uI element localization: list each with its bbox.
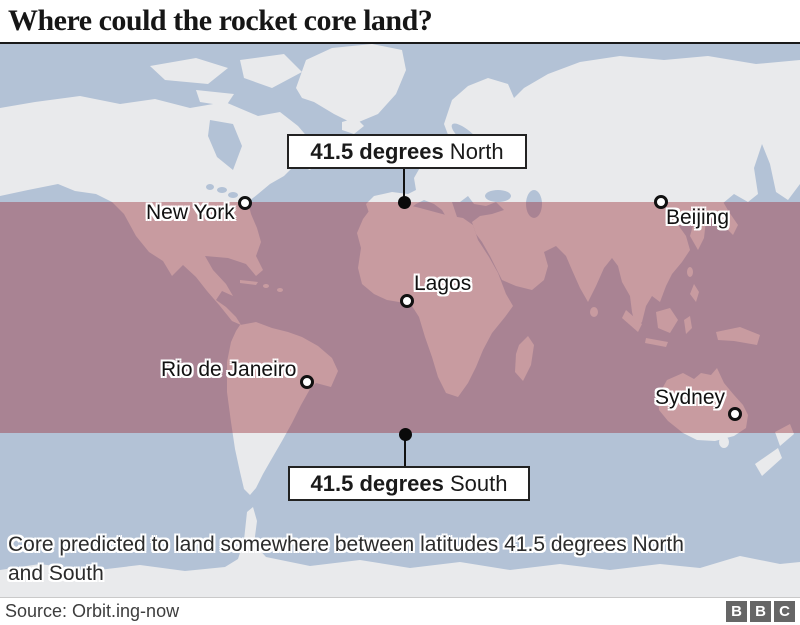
south-callout-line — [404, 434, 406, 466]
caribbean-island — [263, 284, 269, 288]
south-latitude-label: 41.5 degrees South — [288, 466, 530, 501]
north-latitude-value: 41.5 degrees — [310, 139, 444, 164]
hudson-bay — [208, 120, 242, 170]
bbc-logo-block: C — [774, 601, 795, 622]
great-lake — [217, 187, 227, 193]
north-latitude-suffix: North — [443, 139, 504, 164]
continent-africa — [357, 202, 513, 397]
caribbean-island — [277, 288, 283, 292]
north-latitude-label: 41.5 degrees North — [287, 134, 527, 169]
madagascar — [515, 336, 534, 381]
map-caption: Core predicted to land somewhere between… — [8, 533, 684, 585]
taiwan — [687, 267, 693, 277]
great-lake — [206, 184, 214, 190]
source-credit: Source: Orbit.ing-now — [5, 601, 180, 621]
north-callout-dot — [398, 196, 411, 209]
new-zealand-south — [755, 448, 782, 476]
city-marker-rio — [300, 375, 314, 389]
bbc-logo-block: B — [750, 601, 771, 622]
arctic-island — [196, 90, 234, 106]
latitude-band — [0, 202, 800, 433]
continent-north-america — [0, 96, 320, 325]
city-marker-lagos — [400, 294, 414, 308]
city-marker-new-york — [238, 196, 252, 210]
iceland — [342, 118, 364, 134]
bbc-logo: B B C — [726, 601, 795, 622]
great-lake — [228, 192, 238, 198]
continent-australia — [658, 368, 748, 441]
bbc-logo-block: B — [726, 601, 747, 622]
greenland — [296, 44, 406, 124]
japan — [711, 192, 738, 235]
sri-lanka — [590, 307, 598, 317]
new-guinea — [716, 327, 760, 345]
header: Where could the rocket core land? — [0, 0, 800, 44]
city-label-sydney: Sydney — [655, 386, 726, 409]
continent-eurasia — [366, 56, 800, 328]
south-callout-dot — [399, 428, 412, 441]
philippines — [690, 284, 699, 302]
city-marker-sydney — [728, 407, 742, 421]
caribbean-island — [240, 280, 258, 285]
city-label-beijing: Beijing — [666, 206, 730, 229]
footer: Source: Orbit.ing-now B B C — [0, 597, 800, 625]
sulawesi — [684, 316, 692, 334]
black-sea — [485, 190, 511, 202]
page-title: Where could the rocket core land? — [8, 4, 433, 37]
south-latitude-value: 41.5 degrees — [310, 471, 444, 496]
arctic-island — [240, 54, 302, 88]
arctic-island — [150, 58, 228, 84]
south-latitude-suffix: South — [443, 471, 508, 496]
city-label-lagos: Lagos — [414, 272, 472, 295]
sumatra — [622, 310, 642, 332]
new-zealand-north — [775, 424, 794, 446]
caspian-sea — [526, 190, 542, 218]
city-label-rio: Rio de Janeiro — [161, 358, 297, 381]
continent-antarctica — [0, 507, 800, 597]
continent-south-america — [227, 322, 338, 495]
world-map — [0, 44, 800, 597]
world-map-panel: New York Beijing Lagos Rio de Janeiro Sy… — [0, 44, 800, 597]
tasmania — [719, 436, 729, 448]
borneo — [656, 308, 678, 333]
city-marker-beijing — [654, 195, 668, 209]
java — [645, 338, 668, 347]
north-callout-line — [403, 169, 405, 202]
city-label-new-york: New York — [146, 201, 235, 224]
